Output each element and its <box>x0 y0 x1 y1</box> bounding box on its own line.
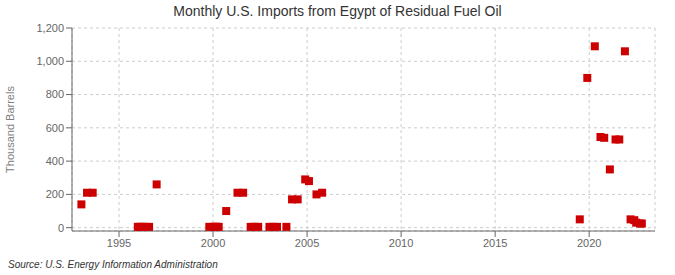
html-text:Monthly U.S. Imports from Egyp: Monthly U.S. Imports from Egypt of Resid… <box>173 3 502 19</box>
svg-text:800: 800 <box>46 88 64 100</box>
svg-text:2020: 2020 <box>577 237 601 249</box>
svg-text:2015: 2015 <box>483 237 507 249</box>
svg-text:1,200: 1,200 <box>36 22 64 34</box>
svg-text:2010: 2010 <box>389 237 413 249</box>
svg-text:200: 200 <box>46 188 64 200</box>
svg-text:0: 0 <box>58 222 64 234</box>
svg-text:1995: 1995 <box>107 237 131 249</box>
svg-text:Thousand Barrels: Thousand Barrels <box>8 86 16 173</box>
svg-text:2000: 2000 <box>201 237 225 249</box>
svg-text:400: 400 <box>46 155 64 167</box>
html-text:Source: U.S. Energy Informatio: Source: U.S. Energy Information Administ… <box>8 259 218 270</box>
svg-text:1,000: 1,000 <box>36 55 64 67</box>
svg-text:600: 600 <box>46 122 64 134</box>
svg-text:2005: 2005 <box>295 237 319 249</box>
